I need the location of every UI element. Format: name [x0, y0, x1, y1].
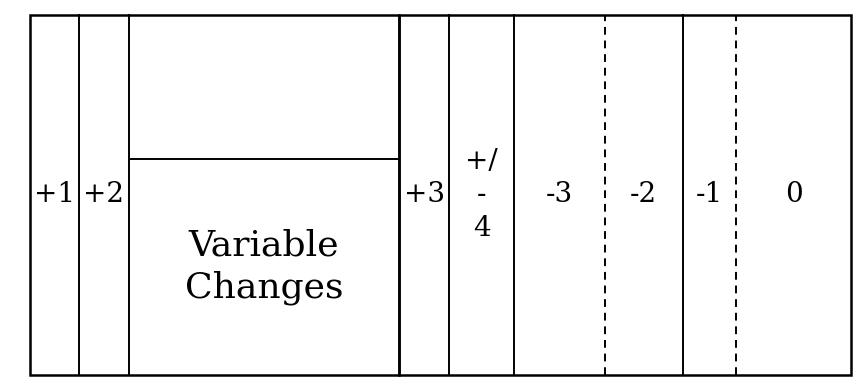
Text: Variable
Changes: Variable Changes — [185, 229, 344, 305]
Text: -1: -1 — [696, 181, 723, 209]
Text: 0: 0 — [784, 181, 802, 209]
Text: +1: +1 — [34, 181, 75, 209]
Text: +2: +2 — [84, 181, 124, 209]
Text: -2: -2 — [630, 181, 657, 209]
Text: +/
-
4: +/ - 4 — [465, 148, 498, 242]
Bar — [30, 15, 400, 375]
Bar — [400, 15, 851, 375]
Text: +3: +3 — [404, 181, 444, 209]
Text: -3: -3 — [546, 181, 573, 209]
